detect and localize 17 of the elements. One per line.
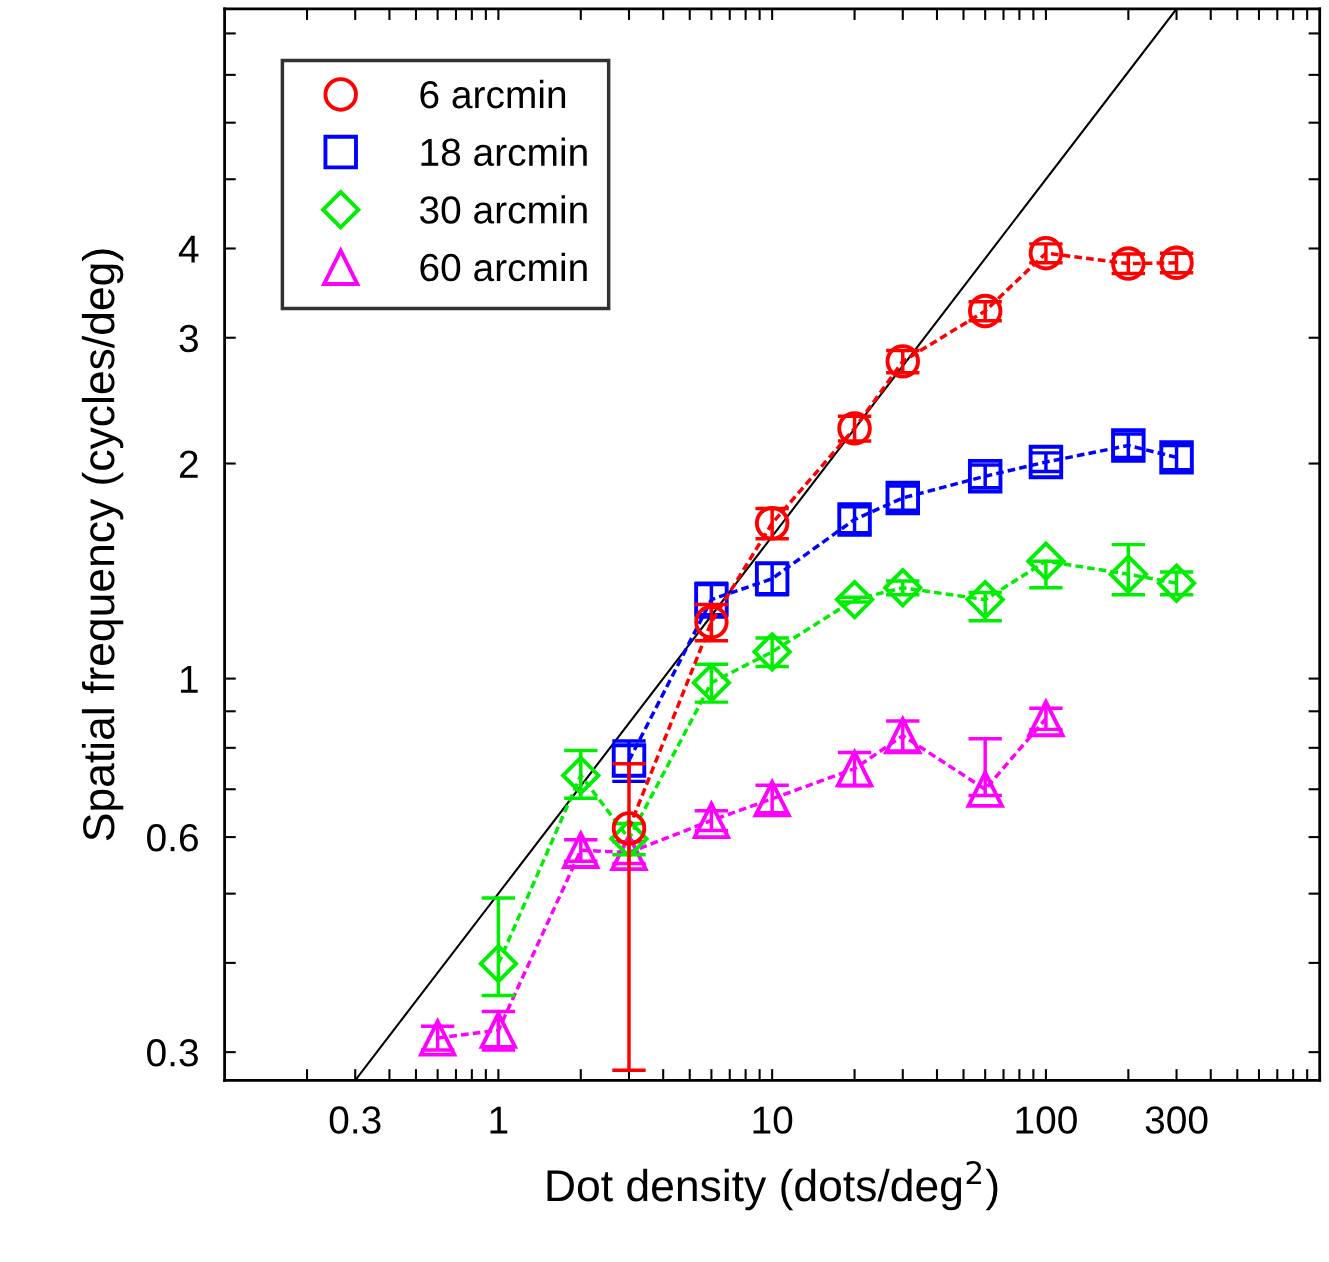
y-axis-title: Spatial frequency (cycles/deg) — [81, 249, 124, 841]
x-axis-title: Dot density (dots/deg$^{2}$) — [547, 1160, 998, 1211]
y-tick-label: 0.6 — [147, 824, 198, 852]
legend-label: 6 arcmin — [420, 79, 566, 109]
y-tick-label: 1 — [180, 665, 198, 693]
legend-label: 30 arcmin — [419, 195, 587, 224]
x-tick-label: 300 — [1145, 1106, 1208, 1134]
y-tick-label: 2 — [179, 450, 198, 478]
x-tick-label: 1 — [490, 1106, 508, 1134]
x-tick-label: 100 — [1016, 1106, 1077, 1134]
x-tick-label: 0.3 — [329, 1106, 381, 1134]
legend-label: 60 arcmin — [420, 252, 587, 282]
y-tick-label: 3 — [179, 324, 198, 353]
x-tick-label: 10 — [753, 1106, 793, 1134]
y-tick-label: 4 — [178, 235, 199, 263]
y-tick-label: 0.3 — [147, 1039, 198, 1067]
legend-label: 18 arcmin — [421, 137, 587, 167]
